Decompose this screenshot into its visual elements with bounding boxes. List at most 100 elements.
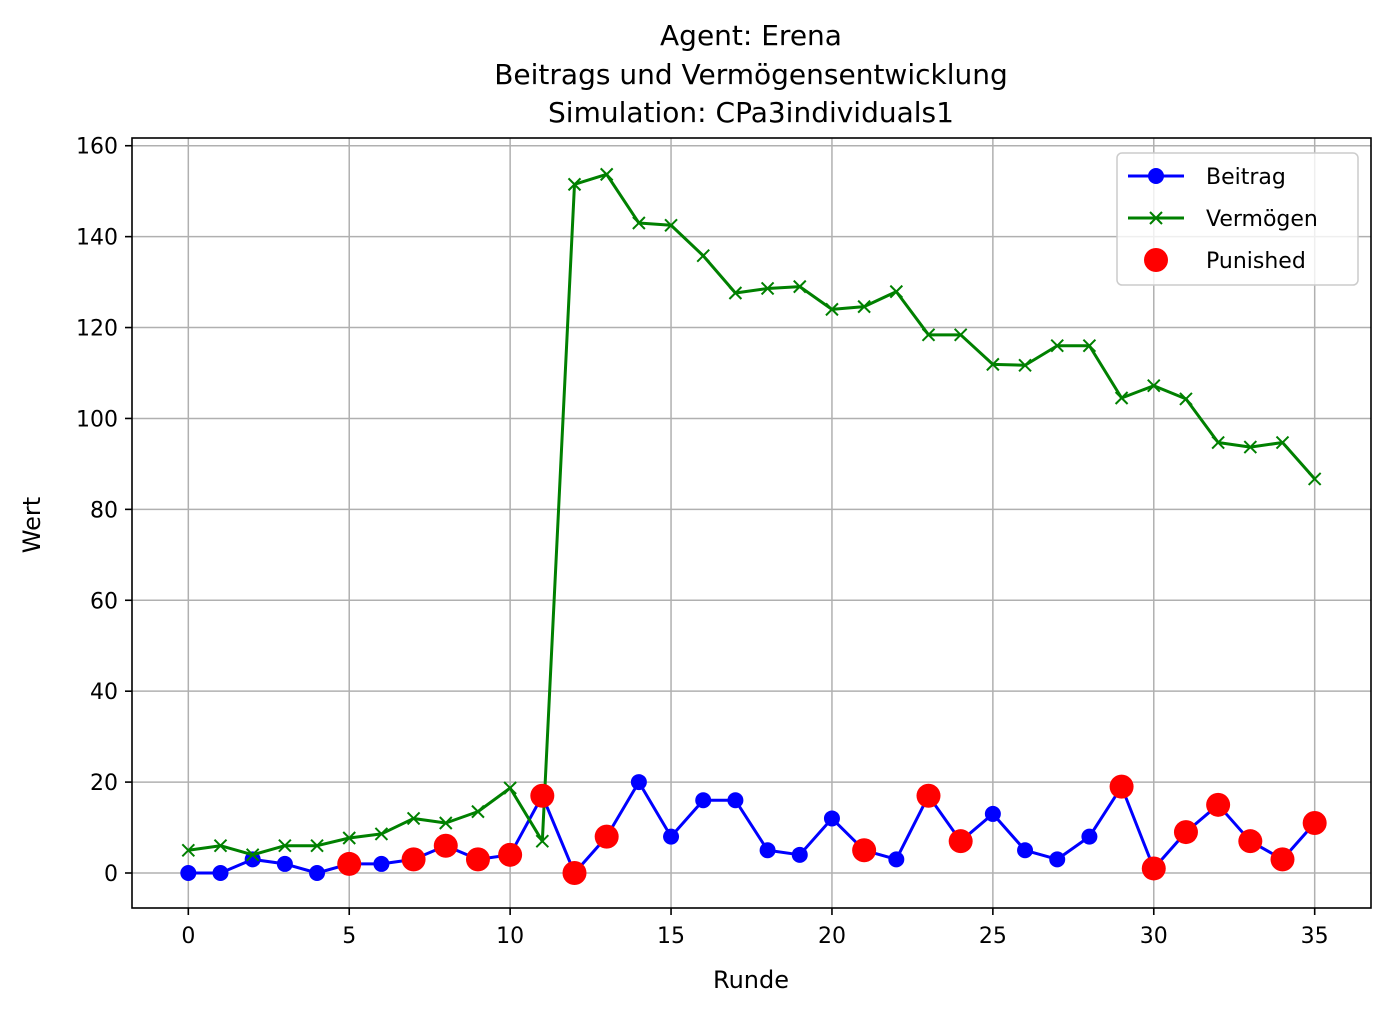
point-verm-gen-30 bbox=[1147, 379, 1161, 393]
point-punished-9 bbox=[916, 783, 941, 808]
legend-label-verm-gen: Vermögen bbox=[1206, 207, 1318, 232]
point-verm-gen-33-stroke-b bbox=[1243, 440, 1258, 454]
point-verm-gen-16 bbox=[696, 249, 710, 263]
point-verm-gen-28 bbox=[1082, 339, 1097, 353]
point-beitrag-14 bbox=[630, 774, 647, 791]
chart-title-line-2: Beitrags und Vermögensentwicklung bbox=[494, 58, 1008, 91]
point-verm-gen-28-stroke-b bbox=[1082, 339, 1097, 353]
chart-title: Agent: Erena Beitrags und Vermögensentwi… bbox=[494, 19, 1008, 129]
point-verm-gen-4-stroke-b bbox=[310, 839, 324, 853]
point-verm-gen-7 bbox=[406, 811, 421, 826]
point-verm-gen-7-stroke-b bbox=[406, 811, 421, 826]
point-punished-3 bbox=[465, 847, 490, 872]
x-tick-label-5: 25 bbox=[979, 924, 1007, 949]
point-verm-gen-35 bbox=[1307, 472, 1322, 486]
point-verm-gen-27-stroke-b bbox=[1050, 339, 1064, 353]
point-verm-gen-12-stroke-b bbox=[567, 177, 582, 192]
point-beitrag-2 bbox=[244, 851, 261, 868]
legend: Beitrag Vermögen Punished bbox=[1116, 152, 1359, 286]
point-punished-17 bbox=[1302, 811, 1327, 835]
point-beitrag-22 bbox=[888, 851, 905, 868]
point-beitrag-15 bbox=[663, 828, 680, 845]
point-beitrag-26 bbox=[1017, 842, 1034, 859]
legend-item-beitrag: Beitrag bbox=[1128, 165, 1286, 190]
point-beitrag-20 bbox=[823, 810, 840, 827]
point-punished-7 bbox=[594, 824, 619, 849]
point-punished-12 bbox=[1141, 856, 1166, 881]
point-beitrag-1 bbox=[212, 865, 229, 881]
point-verm-gen-2 bbox=[245, 848, 260, 862]
point-punished-4 bbox=[498, 842, 523, 867]
x-tick-label-1: 5 bbox=[342, 924, 356, 949]
x-tick-label-7: 35 bbox=[1301, 924, 1329, 949]
grid bbox=[132, 138, 1371, 908]
legend-item-punished: Punished bbox=[1144, 248, 1306, 274]
point-punished-11 bbox=[1109, 774, 1134, 799]
point-punished-8 bbox=[852, 838, 877, 863]
point-verm-gen-5 bbox=[342, 831, 356, 845]
chart-title-line-3: Simulation: CPa3individuals1 bbox=[548, 96, 954, 129]
point-verm-gen-18 bbox=[760, 281, 775, 296]
y-tick-label-3: 60 bbox=[90, 589, 118, 614]
plot-frame bbox=[131, 137, 1372, 909]
point-verm-gen-10 bbox=[503, 781, 517, 795]
point-verm-gen-2-stroke-b bbox=[245, 848, 260, 862]
point-punished-14 bbox=[1206, 792, 1231, 817]
series-verm-gen bbox=[181, 167, 1322, 862]
point-verm-gen-31-stroke-b bbox=[1179, 392, 1193, 406]
legend-swatch-marker-beitrag bbox=[1148, 168, 1164, 184]
point-verm-gen-15-stroke-b bbox=[664, 218, 678, 232]
point-verm-gen-3-stroke-b bbox=[278, 839, 292, 853]
point-verm-gen-11 bbox=[535, 834, 550, 848]
point-verm-gen-23-stroke-b bbox=[921, 328, 936, 342]
point-verm-gen-9-stroke-b bbox=[471, 804, 485, 819]
point-verm-gen-1-stroke-b bbox=[213, 839, 228, 853]
point-beitrag-19 bbox=[791, 846, 808, 863]
point-verm-gen-29-stroke-b bbox=[1114, 391, 1129, 405]
point-verm-gen-0 bbox=[181, 843, 196, 857]
y-tick-label-5: 100 bbox=[76, 407, 118, 432]
point-verm-gen-14-stroke-b bbox=[632, 216, 646, 230]
point-punished-6 bbox=[562, 861, 587, 885]
y-tick-label-6: 120 bbox=[76, 317, 118, 342]
point-verm-gen-24 bbox=[953, 328, 968, 342]
point-verm-gen-8-stroke-b bbox=[439, 816, 453, 830]
x-tick-label-6: 30 bbox=[1140, 924, 1168, 949]
point-verm-gen-20-stroke-b bbox=[825, 302, 839, 317]
legend-item-verm-gen: Vermögen bbox=[1128, 207, 1318, 232]
point-beitrag-16 bbox=[695, 792, 712, 809]
point-beitrag-17 bbox=[727, 792, 744, 809]
axes: 0 5 10 15 20 25 30 35 0 20 40 60 80 100 120 140 160 bbox=[76, 135, 1372, 949]
x-tick-label-3: 15 bbox=[657, 924, 685, 949]
y-tick-label-4: 80 bbox=[90, 498, 118, 523]
point-punished-13 bbox=[1173, 820, 1198, 845]
point-verm-gen-11-stroke-b bbox=[535, 834, 550, 848]
legend-label-punished: Punished bbox=[1206, 249, 1306, 274]
point-punished-15 bbox=[1238, 829, 1263, 854]
point-punished-16 bbox=[1270, 847, 1295, 872]
point-verm-gen-20 bbox=[825, 302, 839, 317]
point-beitrag-28 bbox=[1081, 828, 1098, 845]
point-verm-gen-31 bbox=[1179, 392, 1193, 406]
point-verm-gen-18-stroke-b bbox=[760, 281, 775, 296]
y-tick-label-8: 160 bbox=[76, 135, 118, 160]
point-beitrag-27 bbox=[1049, 851, 1066, 868]
y-tick-label-0: 0 bbox=[104, 862, 118, 887]
point-verm-gen-26 bbox=[1018, 358, 1032, 372]
point-verm-gen-35-stroke-b bbox=[1307, 472, 1322, 486]
point-verm-gen-13 bbox=[599, 167, 614, 182]
point-verm-gen-8 bbox=[439, 816, 453, 830]
point-verm-gen-17 bbox=[728, 286, 743, 300]
point-beitrag-3 bbox=[276, 855, 293, 872]
point-beitrag-4 bbox=[309, 865, 326, 881]
point-verm-gen-32-stroke-b bbox=[1211, 435, 1225, 450]
point-verm-gen-24-stroke-b bbox=[953, 328, 968, 342]
x-axis-label: Runde bbox=[713, 966, 789, 994]
point-punished-10 bbox=[948, 829, 973, 854]
point-verm-gen-19 bbox=[793, 279, 807, 294]
point-verm-gen-3 bbox=[278, 839, 292, 853]
point-verm-gen-19-stroke-b bbox=[793, 279, 807, 294]
point-verm-gen-23 bbox=[921, 328, 936, 342]
point-verm-gen-10-stroke-b bbox=[503, 781, 517, 795]
